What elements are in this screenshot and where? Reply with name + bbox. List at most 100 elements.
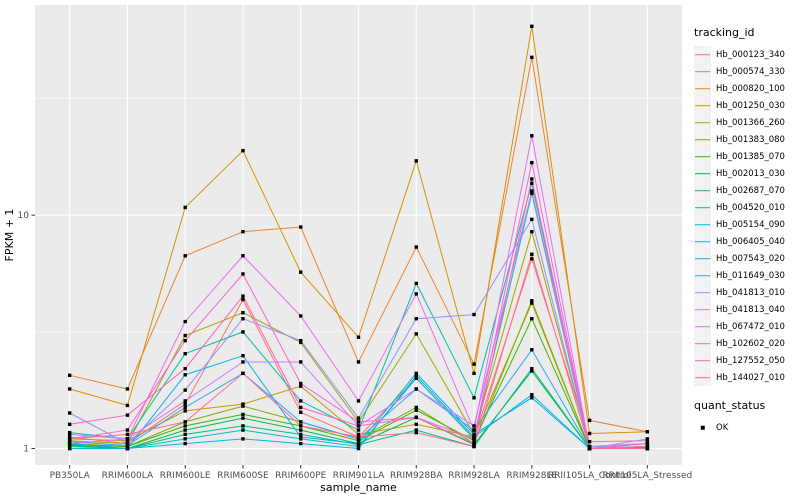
data-point (356, 416, 361, 420)
x-tick-label: RRIM600PE (275, 471, 327, 481)
data-point (472, 396, 476, 400)
legend-item: Hb_000820_100 (694, 80, 800, 97)
x-tick-label: RRIM600LA (102, 471, 154, 481)
legend-item-label: Hb_041813_010 (716, 287, 785, 298)
legend-item-label: Hb_001250_030 (716, 100, 785, 111)
legend-item-label: Hb_144027_010 (716, 372, 785, 383)
legend-key (694, 250, 711, 267)
data-point (299, 428, 303, 432)
data-point (183, 428, 187, 432)
legend-item: Hb_144027_010 (694, 369, 800, 386)
data-point (414, 430, 418, 435)
data-point (414, 415, 418, 420)
data-point (299, 314, 303, 318)
data-point (530, 189, 534, 193)
data-point (241, 402, 245, 406)
data-point (472, 428, 476, 432)
data-point (299, 432, 303, 437)
ok-square-icon (694, 419, 711, 436)
x-tick-label: RRIM928BA (390, 471, 443, 481)
legend-item: Hb_001383_080 (694, 131, 800, 148)
legend-key (694, 335, 711, 352)
x-tick-label: PB350LA (50, 471, 91, 481)
data-point (299, 420, 303, 424)
legend-key (694, 301, 711, 318)
legend-key (694, 216, 711, 233)
data-point (356, 335, 361, 339)
data-point (125, 441, 130, 446)
data-point (414, 281, 418, 286)
data-point (67, 437, 72, 441)
data-point (414, 245, 418, 249)
legend-key (694, 284, 711, 301)
data-point (645, 437, 650, 441)
data-point (530, 134, 534, 138)
data-point (356, 432, 361, 437)
legend-key-line (695, 325, 710, 328)
data-point (587, 418, 592, 423)
data-point (183, 388, 187, 392)
data-point (183, 402, 187, 406)
data-point (414, 387, 418, 391)
data-point (356, 399, 361, 403)
legend-key (694, 318, 711, 335)
data-point (530, 177, 534, 181)
data-point (414, 428, 418, 432)
data-point (125, 446, 130, 451)
data-point (472, 437, 476, 441)
legend-color-items: Hb_000123_340 Hb_000574_330 Hb_000820_100 H… (694, 46, 800, 386)
data-point (67, 373, 72, 377)
data-point (241, 149, 245, 153)
data-point (414, 332, 418, 336)
data-point (645, 439, 650, 443)
data-point (530, 257, 534, 261)
data-point (241, 416, 245, 420)
data-point (125, 387, 130, 391)
data-point (299, 441, 303, 446)
legend-key (694, 46, 711, 63)
x-axis-title: sample_name (320, 481, 397, 494)
data-point (414, 376, 418, 380)
legend-item-label: Hb_001383_080 (716, 134, 785, 145)
x-tick-label: RRIM928LE (506, 471, 557, 481)
data-point (299, 437, 303, 441)
data-point (587, 446, 592, 451)
data-point (67, 430, 72, 435)
data-point (356, 435, 361, 439)
data-point (299, 360, 303, 364)
legend-key-line (695, 155, 710, 158)
data-point (125, 437, 130, 441)
x-tick-label: RRIM901LA (333, 471, 385, 481)
data-point (183, 333, 187, 338)
data-point (414, 405, 418, 410)
legend-item-label: Hb_001385_070 (716, 151, 785, 162)
data-point (67, 432, 72, 437)
legend-item-label: Hb_000123_340 (716, 49, 785, 60)
data-point (530, 55, 534, 60)
legend-item: Hb_004520_010 (694, 199, 800, 216)
data-point (67, 387, 72, 391)
data-point (241, 353, 245, 358)
data-point (183, 405, 187, 410)
data-point (356, 428, 361, 432)
data-point (183, 432, 187, 437)
data-point (472, 435, 476, 439)
data-point (414, 292, 418, 296)
data-point (299, 381, 303, 386)
data-point (530, 217, 534, 222)
data-point (241, 437, 245, 441)
data-point (183, 373, 187, 377)
data-point (299, 384, 303, 388)
data-point (67, 439, 72, 444)
legend-key-line (695, 359, 710, 362)
data-point (67, 411, 72, 415)
data-point (530, 181, 534, 186)
data-point (299, 435, 303, 439)
data-point (67, 441, 72, 446)
legend-item-label: Hb_011649_030 (716, 270, 785, 281)
data-point (530, 369, 534, 373)
x-tick-label: RRIM600SE (217, 471, 269, 481)
legend-key (694, 267, 711, 284)
data-point (530, 299, 534, 303)
